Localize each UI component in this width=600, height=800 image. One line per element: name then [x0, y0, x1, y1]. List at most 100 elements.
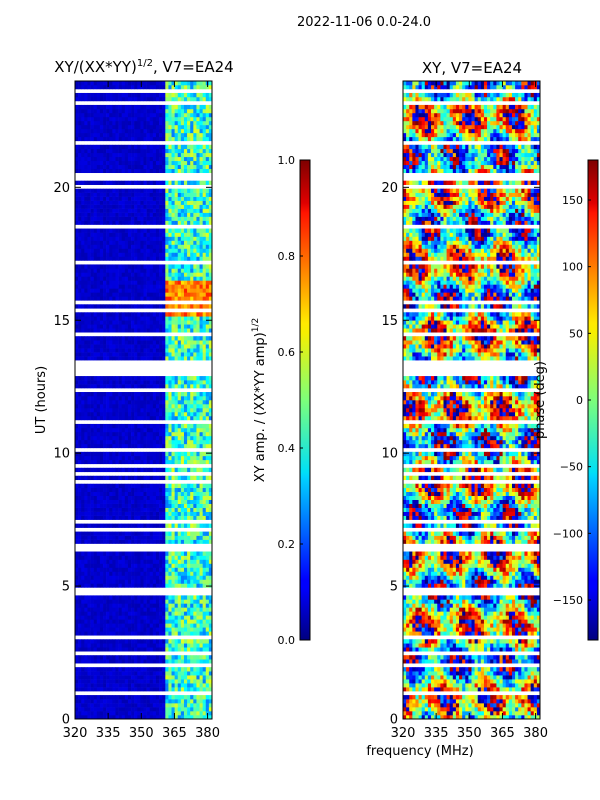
amplitude-cell — [152, 380, 157, 385]
amplitude-cell — [87, 575, 91, 580]
amplitude-cell — [165, 384, 169, 389]
amplitude-cell — [87, 459, 91, 465]
amplitude-cell — [208, 583, 212, 588]
amplitude-cell — [90, 595, 94, 600]
amplitude-cell — [187, 611, 191, 616]
amplitude-cell — [143, 623, 147, 628]
amplitude-cell — [146, 435, 151, 441]
amplitude-cell — [208, 647, 212, 652]
amplitude-cell — [87, 272, 91, 277]
amplitude-cell — [199, 687, 203, 692]
amplitude-cell — [190, 459, 194, 465]
amplitude-cell — [180, 232, 185, 237]
amplitude-cell — [180, 400, 185, 405]
amplitude-cell — [180, 340, 185, 345]
amplitude-cell — [81, 376, 85, 381]
amplitude-cell — [109, 487, 113, 493]
amplitude-cell — [190, 268, 194, 273]
amplitude-cell — [183, 595, 188, 600]
amplitude-cell — [127, 392, 132, 397]
amplitude-cell — [81, 152, 85, 158]
amplitude-cell — [106, 523, 110, 528]
amplitude-cell — [93, 643, 98, 648]
amplitude-cell — [90, 348, 94, 353]
amplitude-cell — [168, 559, 172, 564]
amplitude-cell — [146, 280, 151, 285]
amplitude-cell — [127, 276, 132, 281]
amplitude-cell — [159, 675, 163, 680]
amplitude-cell — [134, 276, 138, 281]
amplitude-cell — [84, 707, 88, 712]
amplitude-cell — [112, 575, 116, 580]
amplitude-cell — [78, 348, 82, 353]
amplitude-cell — [137, 431, 141, 437]
amplitude-cell — [75, 495, 79, 500]
amplitude-cell — [193, 352, 197, 357]
amplitude-cell — [155, 312, 160, 317]
amplitude-cell — [87, 336, 91, 341]
amplitude-cell — [127, 579, 132, 584]
amplitude-cell — [205, 523, 210, 528]
amplitude-cell — [84, 296, 88, 301]
amplitude-cell — [127, 443, 132, 449]
amplitude-cell — [193, 292, 197, 297]
amplitude-cell — [165, 204, 169, 209]
amplitude-cell — [75, 415, 79, 421]
amplitude-cell — [103, 459, 107, 465]
amplitude-cell — [149, 599, 154, 604]
amplitude-cell — [149, 615, 154, 620]
amplitude-cell — [134, 683, 138, 688]
amplitude-cell — [180, 228, 185, 233]
amplitude-cell — [103, 443, 107, 449]
amplitude-cell — [180, 423, 185, 429]
amplitude-cell — [109, 695, 113, 700]
amplitude-cell — [208, 559, 212, 564]
amplitude-cell — [84, 304, 88, 309]
amplitude-cell — [149, 667, 154, 672]
amplitude-cell — [152, 280, 157, 285]
amplitude-cell — [75, 659, 79, 664]
amplitude-cell — [87, 320, 91, 325]
amplitude-cell — [149, 579, 154, 584]
amplitude-cell — [177, 268, 182, 273]
amplitude-cell — [81, 228, 85, 233]
amplitude-cell — [140, 495, 144, 500]
amplitude-cell — [121, 579, 126, 584]
amplitude-cell — [87, 200, 91, 205]
amplitude-cell — [199, 555, 203, 560]
amplitude-cell — [174, 280, 179, 285]
amplitude-cell — [202, 403, 207, 409]
amplitude-cell — [202, 220, 207, 225]
amplitude-cell — [187, 703, 191, 708]
amplitude-cell — [208, 715, 212, 719]
amplitude-cell — [118, 268, 122, 273]
amplitude-cell — [187, 328, 191, 333]
amplitude-cell — [208, 671, 212, 676]
amplitude-cell — [106, 320, 110, 325]
amplitude-cell — [152, 439, 157, 445]
amplitude-cell — [193, 200, 197, 205]
amplitude-cell — [190, 699, 194, 704]
amplitude-cell — [96, 539, 101, 544]
amplitude-cell — [183, 288, 188, 293]
amplitude-cell — [109, 575, 113, 580]
amplitude-cell — [131, 507, 135, 512]
amplitude-cell — [106, 459, 110, 465]
amplitude-cell — [202, 459, 207, 465]
amplitude-cell — [137, 619, 141, 624]
amplitude-cell — [205, 615, 210, 620]
amplitude-cell — [93, 707, 98, 712]
amplitude-cell — [159, 340, 163, 345]
amplitude-cell — [124, 200, 129, 205]
amplitude-cell — [165, 392, 169, 397]
amplitude-cell — [131, 244, 135, 249]
amplitude-cell — [78, 659, 82, 664]
amplitude-cell — [183, 583, 188, 588]
amplitude-cell — [87, 647, 91, 652]
amplitude-cell — [127, 467, 132, 473]
amplitude-cell — [121, 711, 126, 716]
amplitude-cell — [165, 515, 169, 520]
amplitude-cell — [171, 483, 175, 489]
amplitude-cell — [106, 276, 110, 281]
amplitude-cell — [177, 531, 182, 536]
